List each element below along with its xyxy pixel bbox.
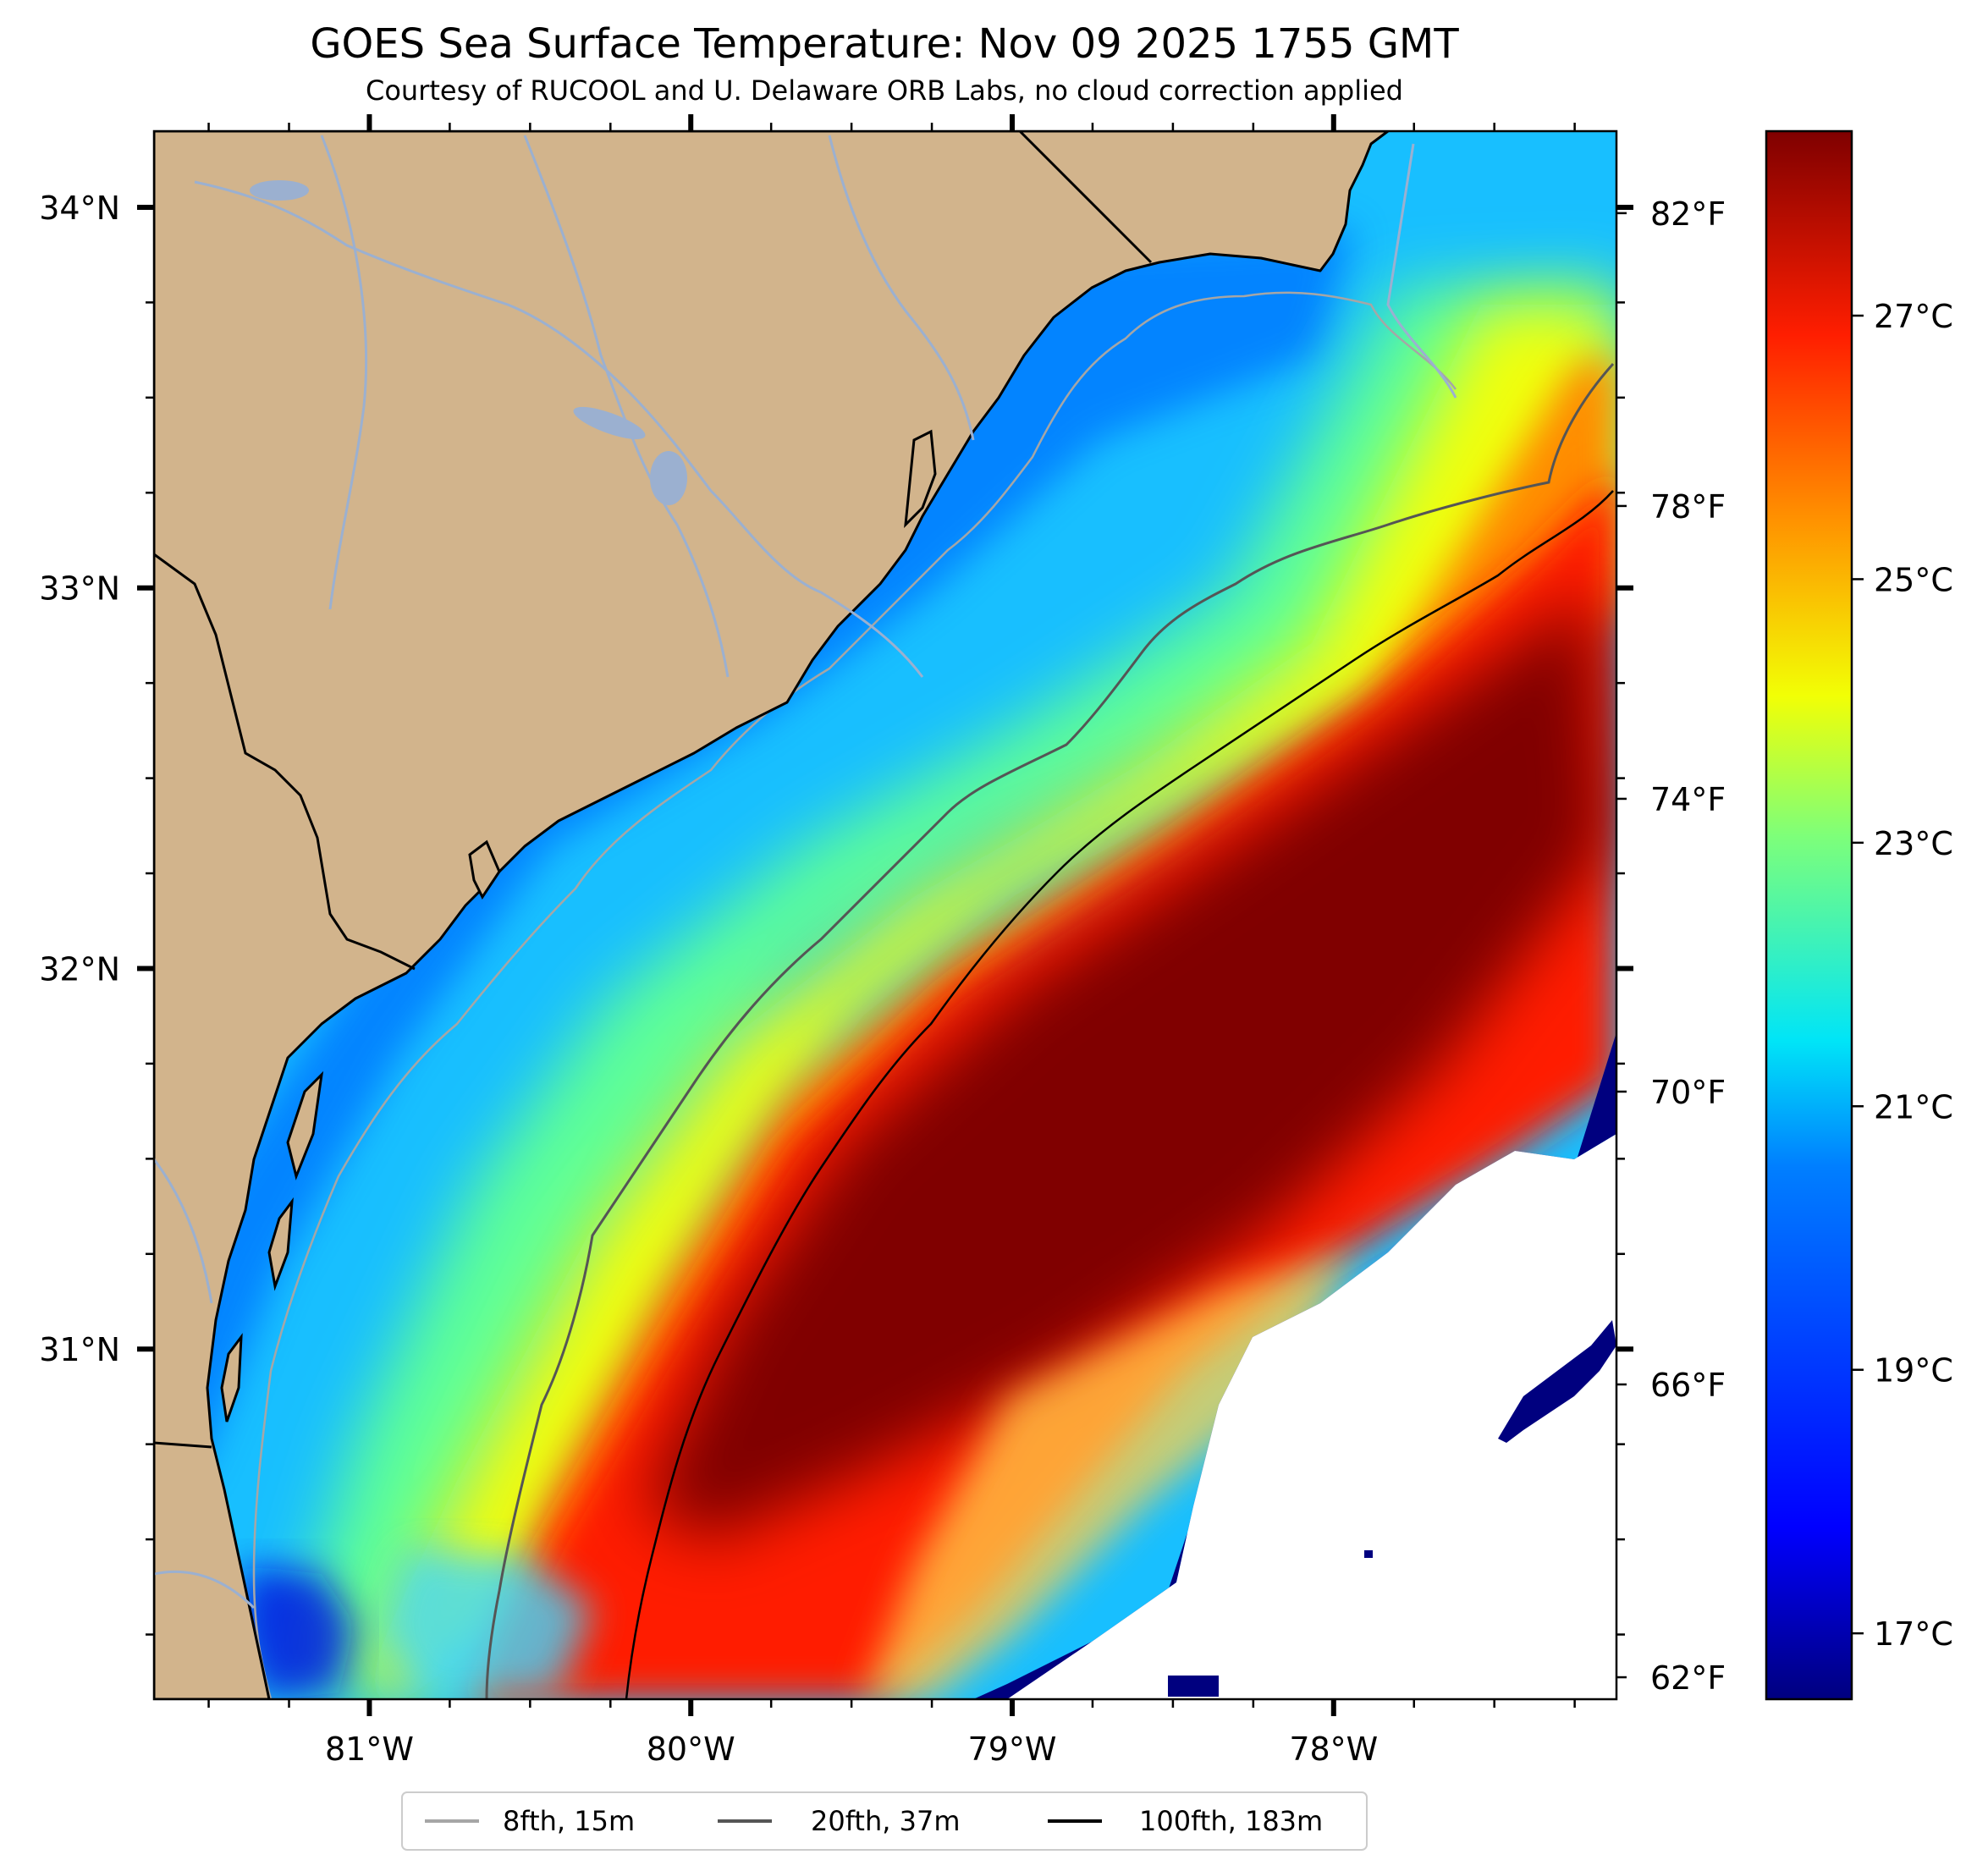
- lon-tick-label: 79°W: [968, 1731, 1057, 1768]
- figure-title: GOES Sea Surface Temperature: Nov 09 202…: [310, 20, 1459, 68]
- barrier-island: [904, 429, 937, 529]
- cold-eddy-patch: [1498, 1320, 1616, 1443]
- contour-100fth-183m: [625, 490, 1614, 1699]
- lake: [250, 180, 309, 201]
- map-frame: [152, 129, 1618, 1701]
- river: [828, 135, 975, 441]
- celsius-tick-label: 19°C: [1874, 1352, 1953, 1389]
- rivers: [154, 135, 1457, 1610]
- sst-yellow-band: [355, 305, 1616, 1699]
- state-border-sc-ga: [154, 553, 416, 971]
- map-axes: 81°W 80°W 79°W 78°W 34°N 33°N 32°N 31°N: [39, 114, 1633, 1768]
- figure-subtitle: Courtesy of RUCOOL and U. Delaware ORB L…: [366, 74, 1403, 107]
- river: [194, 180, 924, 678]
- sst-green-band: [279, 279, 1616, 1692]
- celsius-tick-label: 21°C: [1874, 1088, 1953, 1125]
- lakes: [250, 180, 687, 505]
- river: [154, 1158, 213, 1304]
- legend-label-20fth: 20fth, 37m: [811, 1805, 960, 1837]
- no-data-region: [1007, 1134, 1616, 1699]
- celsius-tick-label: 25°C: [1874, 561, 1953, 598]
- colorbar: [1765, 129, 1853, 1701]
- fahrenheit-tick-label: 82°F: [1650, 195, 1726, 233]
- sst-southern-cold-patch: [237, 1566, 355, 1699]
- state-border-ga-fl: [154, 1441, 212, 1449]
- lon-tick-label: 81°W: [325, 1731, 414, 1768]
- legend-box: [401, 1791, 1368, 1851]
- sst-gulf-stream-core: [643, 592, 1608, 1540]
- sst-field: [154, 228, 1616, 1699]
- lake: [573, 406, 646, 440]
- legend-label-8fth: 8fth, 15m: [503, 1805, 635, 1837]
- bathymetry-contours: [252, 291, 1615, 1699]
- colorbar-axes: 17°C 19°C 21°C 23°C 25°C 27°C 62°F 66°F 70°F 74°F…: [1616, 195, 1953, 1697]
- contour-8fth-15m: [252, 291, 1457, 1699]
- fahrenheit-tick-label: 74°F: [1650, 781, 1726, 818]
- barrier-island: [286, 1070, 324, 1180]
- fahrenheit-tick-label: 66°F: [1650, 1367, 1726, 1404]
- sst-southern-cool-water: [381, 1549, 592, 1699]
- river: [1386, 143, 1457, 399]
- coastal-islands: [220, 429, 937, 1423]
- river: [154, 1570, 256, 1610]
- lon-tick-label: 80°W: [647, 1731, 735, 1768]
- celsius-tick-label: 27°C: [1874, 298, 1953, 335]
- barrier-island: [220, 1333, 243, 1423]
- river: [320, 135, 368, 610]
- sst-mixed-shelf-water: [863, 1252, 1354, 1699]
- fahrenheit-tick-label: 62°F: [1650, 1659, 1726, 1697]
- lon-tick-label: 78°W: [1289, 1731, 1378, 1768]
- lat-tick-label: 32°N: [39, 950, 120, 988]
- state-borders: [154, 131, 1153, 1449]
- land-carolinas-georgia: [154, 131, 1390, 1699]
- fahrenheit-tick-label: 70°F: [1650, 1074, 1726, 1111]
- barrier-island: [267, 1197, 294, 1291]
- cold-speck: [1364, 1550, 1373, 1558]
- barrier-island: [468, 839, 501, 900]
- lat-tick-label: 33°N: [39, 570, 120, 608]
- lat-tick-label: 31°N: [39, 1331, 120, 1368]
- fahrenheit-tick-label: 78°F: [1650, 488, 1726, 526]
- celsius-tick-label: 17°C: [1874, 1615, 1953, 1653]
- lake: [650, 451, 687, 505]
- contour-20fth-37m: [485, 362, 1615, 1699]
- legend-label-100fth: 100fth, 183m: [1139, 1805, 1323, 1837]
- map-panel: [154, 131, 1616, 1699]
- lat-tick-label: 34°N: [39, 190, 120, 227]
- cold-speck: [1168, 1676, 1219, 1697]
- state-border-nc-sc: [1018, 131, 1153, 264]
- celsius-tick-label: 23°C: [1874, 825, 1953, 862]
- legend: 8fth, 15m 20fth, 37m 100fth, 183m: [401, 1791, 1368, 1851]
- sst-nearshore-band: [154, 228, 1354, 1481]
